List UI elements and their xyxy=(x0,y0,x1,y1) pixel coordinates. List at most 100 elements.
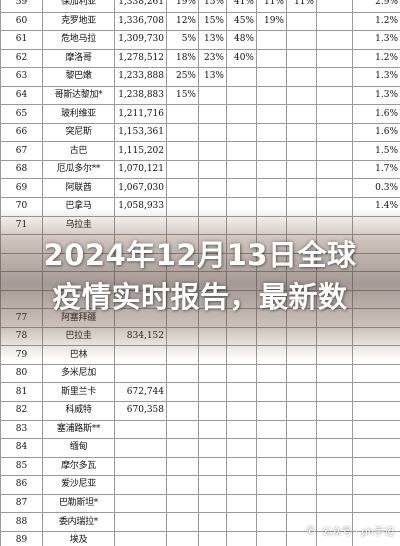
pct-cell-3 xyxy=(226,438,257,458)
pct-cell-1 xyxy=(166,215,199,236)
pct-cell-7 xyxy=(352,456,400,477)
pct-cell-2 xyxy=(198,530,227,546)
pct-cell-4 xyxy=(256,122,287,143)
pct-cell-6 xyxy=(316,159,353,180)
country-cell: 塞浦路斯** xyxy=(42,419,115,440)
pct-cell-5 xyxy=(286,85,317,106)
table-row: 69 阿联酋 1,067,030 0.3% xyxy=(0,178,400,199)
pct-cell-2 xyxy=(198,197,227,217)
country-cell: 缅甸 xyxy=(42,438,115,458)
pct-cell-7: 1.5% xyxy=(352,141,400,161)
pct-cell-5 xyxy=(286,438,317,458)
pct-cell-6 xyxy=(316,178,353,199)
cases-cell: 1,336,708 xyxy=(114,11,167,32)
cases-cell: 1,115,202 xyxy=(114,141,167,161)
pct-cell-2 xyxy=(198,122,227,143)
rank-cell: 71 xyxy=(0,215,43,236)
table-row: 67 古巴 1,115,202 1.5% xyxy=(0,141,400,161)
country-cell: 科威特 xyxy=(42,401,115,421)
pct-cell-3 xyxy=(226,85,257,106)
pct-cell-1 xyxy=(166,197,199,217)
pct-cell-2 xyxy=(198,159,227,180)
pct-cell-3 xyxy=(226,215,257,236)
pct-cell-6 xyxy=(316,197,353,217)
country-cell: 危地马拉 xyxy=(42,30,115,50)
table-row: 71 乌拉圭 xyxy=(0,215,400,236)
pct-cell-4 xyxy=(256,438,287,458)
pct-cell-3 xyxy=(226,159,257,180)
cases-cell: 1,058,933 xyxy=(114,197,167,217)
pct-cell-5 xyxy=(286,382,317,403)
pct-cell-7: 1.2% xyxy=(352,11,400,32)
pct-cell-3 xyxy=(226,363,257,384)
country-cell: 哥斯达黎加* xyxy=(42,85,115,106)
rank-cell: 79 xyxy=(0,345,43,365)
pct-cell-5 xyxy=(286,67,317,87)
pct-cell-1 xyxy=(166,326,199,347)
cases-cell: 1,338,261 xyxy=(114,0,167,13)
rank-cell: 64 xyxy=(0,85,43,106)
pct-cell-2 xyxy=(198,475,227,495)
pct-cell-5 xyxy=(286,419,317,440)
rank-cell: 70 xyxy=(0,197,43,217)
pct-cell-7 xyxy=(352,419,400,440)
pct-cell-3 xyxy=(226,67,257,87)
pct-cell-1 xyxy=(166,438,199,458)
pct-cell-4 xyxy=(256,104,287,124)
rank-cell: 62 xyxy=(0,48,43,69)
table-row: 60 克罗地亚 1,336,708 12% 15% 45% 19% 1.2% xyxy=(0,11,400,32)
rank-cell: 83 xyxy=(0,419,43,440)
pct-cell-6 xyxy=(316,345,353,365)
cases-cell: 1,211,716 xyxy=(114,104,167,124)
pct-cell-5 xyxy=(286,197,317,217)
country-cell: 保加利亚 xyxy=(42,0,115,13)
pct-cell-3 xyxy=(226,493,257,514)
pct-cell-5 xyxy=(286,104,317,124)
pct-cell-6 xyxy=(316,363,353,384)
pct-cell-5 xyxy=(286,11,317,32)
pct-cell-2 xyxy=(198,345,227,365)
country-cell: 乌拉圭 xyxy=(42,215,115,236)
pct-cell-5: 11% xyxy=(286,0,317,13)
pct-cell-5 xyxy=(286,401,317,421)
cases-cell xyxy=(114,530,167,546)
cases-cell: 1,153,361 xyxy=(114,122,167,143)
pct-cell-5 xyxy=(286,141,317,161)
watermark-text: 公众号 · ph手记 xyxy=(321,527,394,538)
pct-cell-3 xyxy=(226,122,257,143)
pct-cell-4 xyxy=(256,197,287,217)
pct-cell-4 xyxy=(256,530,287,546)
pct-cell-5 xyxy=(286,48,317,69)
pct-cell-5 xyxy=(286,475,317,495)
pct-cell-6 xyxy=(316,48,353,69)
country-cell: 巴拉圭 xyxy=(42,326,115,347)
table-row: 80 多米尼加 xyxy=(0,363,400,384)
pct-cell-4 xyxy=(256,326,287,347)
pct-cell-4 xyxy=(256,159,287,180)
pct-cell-4 xyxy=(256,48,287,69)
cases-cell xyxy=(114,493,167,514)
pct-cell-7: 1.2% xyxy=(352,48,400,69)
pct-cell-5 xyxy=(286,30,317,50)
pct-cell-3 xyxy=(226,141,257,161)
headline-title: 2024年12月13日全球 疫情实时报告，最新数 xyxy=(43,238,357,314)
pct-cell-1 xyxy=(166,345,199,365)
cases-cell xyxy=(114,419,167,440)
country-cell: 厄瓜多尔** xyxy=(42,159,115,180)
pct-cell-1 xyxy=(166,530,199,546)
pct-cell-3: 48% xyxy=(226,30,257,50)
pct-cell-4: 19% xyxy=(256,11,287,32)
pct-cell-4 xyxy=(256,178,287,199)
pct-cell-1 xyxy=(166,512,199,532)
pct-cell-5 xyxy=(286,159,317,180)
pct-cell-5 xyxy=(286,178,317,199)
rank-cell: 80 xyxy=(0,363,43,384)
pct-cell-3 xyxy=(226,456,257,477)
rank-cell: 81 xyxy=(0,382,43,403)
pct-cell-3 xyxy=(226,104,257,124)
pct-cell-1: 19% xyxy=(166,0,199,13)
pct-cell-2 xyxy=(198,419,227,440)
rank-cell: 89 xyxy=(0,530,43,546)
pct-cell-5 xyxy=(286,363,317,384)
pct-cell-7: 1.6% xyxy=(352,104,400,124)
